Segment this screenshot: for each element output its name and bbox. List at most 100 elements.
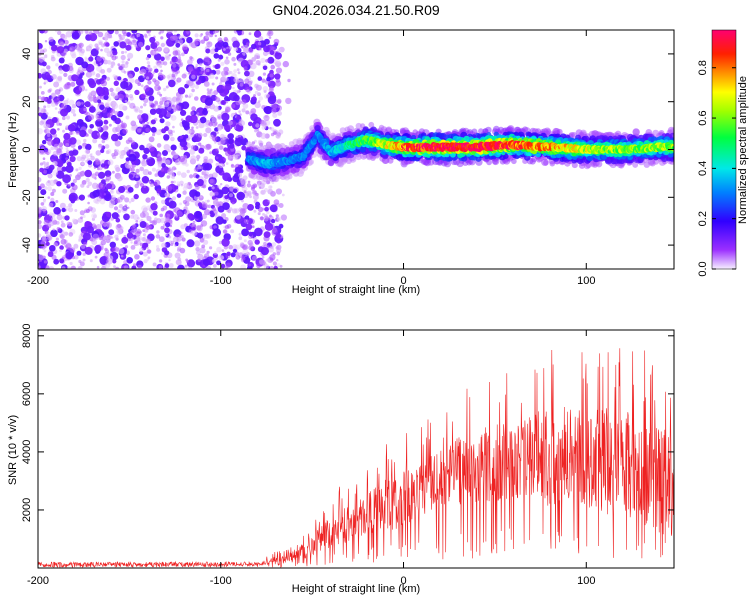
noise-cell	[38, 112, 43, 117]
noise-cell	[273, 118, 281, 127]
noise-cell	[73, 113, 77, 117]
noise-cell	[277, 216, 282, 222]
noise-cell	[62, 64, 70, 72]
noise-cell	[75, 130, 80, 135]
noise-cell	[112, 126, 118, 133]
noise-cell	[137, 264, 142, 269]
noise-cell	[50, 192, 55, 196]
noise-cell	[230, 252, 236, 258]
noise-cell	[162, 150, 168, 156]
noise-cell	[100, 184, 104, 188]
noise-cell	[240, 264, 246, 269]
noise-cell	[137, 36, 144, 43]
noise-cell	[112, 259, 117, 264]
noise-cell	[191, 88, 195, 93]
noise-cell	[231, 201, 235, 205]
noise-cell	[121, 206, 128, 213]
noise-cell	[215, 156, 219, 160]
noise-cell	[158, 72, 163, 77]
noise-cell	[107, 60, 112, 65]
noise-cell	[261, 256, 265, 259]
noise-cell	[84, 149, 90, 155]
noise-cell	[242, 45, 249, 51]
noise-cell	[157, 105, 162, 109]
noise-cell	[55, 221, 60, 225]
noise-cell	[267, 199, 271, 203]
noise-cell	[160, 168, 165, 172]
noise-cell	[191, 230, 198, 236]
noise-cell	[156, 245, 160, 249]
noise-cell	[120, 120, 123, 124]
noise-cell	[68, 65, 74, 71]
noise-cell	[157, 91, 161, 95]
noise-cell	[45, 241, 50, 246]
noise-cell	[65, 243, 72, 250]
noise-cell	[109, 87, 114, 93]
noise-cell	[121, 236, 129, 244]
noise-cell	[201, 244, 206, 249]
noise-cell	[241, 228, 250, 237]
noise-cell	[176, 171, 182, 176]
noise-cell	[100, 69, 106, 74]
noise-cell	[235, 254, 241, 260]
noise-cell	[153, 47, 158, 52]
noise-cell	[114, 234, 119, 239]
noise-cell	[200, 220, 208, 227]
ridge-cell	[549, 160, 556, 167]
noise-cell	[172, 130, 175, 133]
noise-cell	[95, 73, 101, 78]
noise-cell	[185, 260, 189, 264]
noise-cell	[170, 100, 176, 105]
noise-cell	[268, 185, 273, 190]
noise-cell	[145, 197, 151, 203]
noise-cell	[42, 198, 47, 202]
noise-cell	[197, 258, 201, 262]
noise-cell	[186, 129, 192, 135]
noise-cell	[149, 108, 157, 115]
noise-cell	[83, 138, 87, 143]
noise-cell	[177, 61, 184, 68]
noise-cell	[267, 95, 277, 105]
noise-cell	[125, 61, 128, 64]
noise-cell	[232, 188, 238, 194]
noise-cell	[257, 212, 261, 216]
noise-cell	[184, 134, 189, 139]
noise-cell	[102, 125, 109, 131]
noise-cell	[248, 264, 252, 267]
noise-cell	[196, 158, 200, 162]
noise-cell	[99, 104, 105, 111]
noise-cell	[178, 242, 182, 246]
noise-cell	[127, 206, 130, 209]
noise-cell	[275, 233, 282, 239]
noise-cell	[236, 89, 241, 94]
noise-cell	[199, 62, 203, 66]
noise-cell	[93, 166, 97, 169]
noise-cell	[50, 56, 56, 62]
noise-cell	[49, 164, 55, 171]
noise-cell	[145, 127, 150, 133]
noise-cell	[181, 73, 187, 79]
noise-cell	[170, 115, 177, 121]
ridge-cell	[443, 159, 452, 168]
noise-cell	[281, 193, 285, 197]
noise-cell	[221, 213, 227, 219]
noise-cell	[147, 158, 155, 167]
noise-cell	[139, 109, 143, 114]
noise-cell	[269, 254, 276, 261]
noise-cell	[129, 102, 136, 109]
noise-cell	[96, 86, 104, 95]
noise-cell	[149, 220, 153, 224]
noise-cell	[150, 73, 155, 77]
noise-cell	[276, 98, 282, 104]
noise-cell	[39, 85, 42, 89]
noise-cell	[109, 123, 112, 127]
noise-cell	[181, 120, 187, 126]
noise-cell	[209, 225, 214, 230]
noise-cell	[257, 100, 261, 103]
noise-cell	[254, 83, 259, 89]
noise-cell	[221, 100, 226, 105]
noise-cell	[126, 257, 133, 264]
noise-cell	[176, 193, 182, 198]
noise-cell	[49, 245, 56, 252]
noise-cell	[243, 66, 248, 71]
